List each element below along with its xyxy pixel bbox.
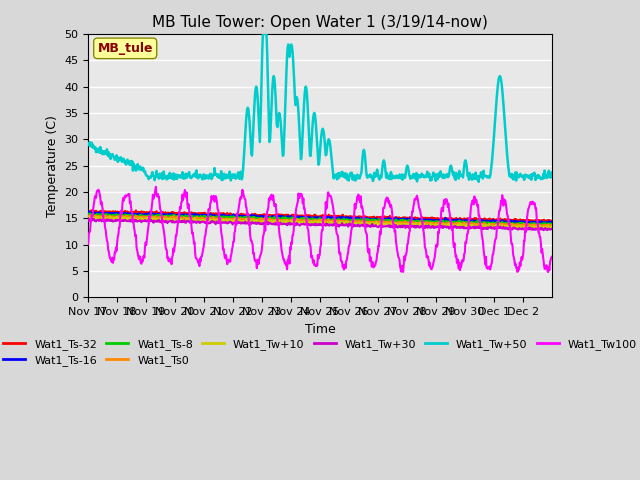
Title: MB Tule Tower: Open Water 1 (3/19/14-now): MB Tule Tower: Open Water 1 (3/19/14-now…	[152, 15, 488, 30]
X-axis label: Time: Time	[305, 323, 335, 336]
Legend: Wat1_Ts-32, Wat1_Ts-16, Wat1_Ts-8, Wat1_Ts0, Wat1_Tw+10, Wat1_Tw+30, Wat1_Tw+50,: Wat1_Ts-32, Wat1_Ts-16, Wat1_Ts-8, Wat1_…	[0, 335, 640, 371]
Y-axis label: Temperature (C): Temperature (C)	[46, 115, 59, 216]
Text: MB_tule: MB_tule	[97, 42, 153, 55]
